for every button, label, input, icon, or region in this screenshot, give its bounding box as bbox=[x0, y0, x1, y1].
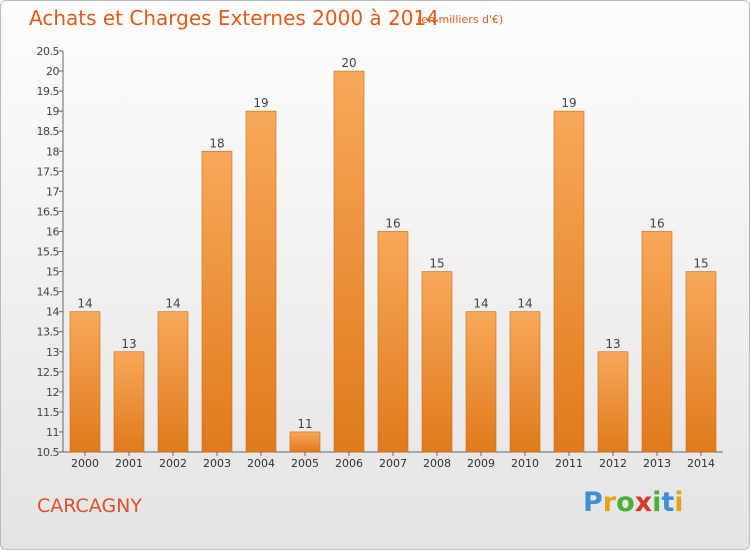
y-tick-label: 13.5 bbox=[37, 326, 60, 339]
bar-value-label: 20 bbox=[341, 56, 356, 70]
bar-value-label: 16 bbox=[649, 216, 664, 230]
bar-value-label: 16 bbox=[385, 216, 400, 230]
x-tick-label: 2003 bbox=[203, 457, 231, 470]
bar-value-label: 19 bbox=[253, 96, 268, 110]
bar bbox=[685, 271, 717, 453]
x-tick-label: 2013 bbox=[643, 457, 671, 470]
y-tick-label: 17.5 bbox=[37, 165, 60, 178]
y-tick-label: 18 bbox=[46, 145, 59, 158]
y-tick-label: 20.5 bbox=[37, 45, 60, 58]
x-tick-label: 2011 bbox=[555, 457, 583, 470]
y-tick-label: 15 bbox=[46, 266, 59, 279]
commune-name: CARCAGNY bbox=[37, 495, 142, 517]
y-tick-label: 13 bbox=[46, 346, 59, 359]
bar-value-label: 15 bbox=[693, 257, 708, 271]
y-tick-label: 12 bbox=[46, 386, 59, 399]
y-tick-label: 11 bbox=[46, 426, 59, 439]
logo-letter: i bbox=[652, 487, 662, 518]
y-tick-label: 14 bbox=[46, 306, 59, 319]
x-tick-label: 2007 bbox=[379, 457, 407, 470]
x-tick-label: 2006 bbox=[335, 457, 363, 470]
bar-value-label: 18 bbox=[209, 136, 224, 150]
bar bbox=[201, 150, 233, 453]
chart-subtitle: (en milliers d'€) bbox=[417, 13, 504, 26]
logo-letter: x bbox=[634, 487, 653, 518]
x-tick-label: 2000 bbox=[71, 457, 99, 470]
bar bbox=[245, 110, 277, 453]
bar-value-label: 11 bbox=[297, 417, 312, 431]
bar bbox=[465, 311, 497, 453]
logo-letter: P bbox=[583, 487, 603, 518]
y-tick-label: 19 bbox=[46, 105, 59, 118]
x-tick-label: 2002 bbox=[159, 457, 187, 470]
chart-title: Achats et Charges Externes 2000 à 2014 bbox=[29, 6, 439, 30]
logo-letter: o bbox=[616, 487, 635, 518]
bar bbox=[377, 231, 409, 453]
bar bbox=[69, 311, 101, 453]
y-tick-label: 17 bbox=[46, 185, 59, 198]
bar-value-label: 13 bbox=[121, 337, 136, 351]
x-tick-label: 2014 bbox=[687, 457, 715, 470]
x-tick-label: 2009 bbox=[467, 457, 495, 470]
bar-value-label: 15 bbox=[429, 257, 444, 271]
proxiti-logo[interactable]: Proxiti bbox=[583, 487, 684, 518]
x-tick-label: 2001 bbox=[115, 457, 143, 470]
bar bbox=[289, 431, 321, 453]
y-tick-label: 16 bbox=[46, 225, 59, 238]
y-tick-label: 14.5 bbox=[37, 286, 60, 299]
bar bbox=[113, 351, 145, 453]
y-tick-label: 10.5 bbox=[37, 446, 60, 459]
logo-letter: r bbox=[602, 487, 617, 518]
bar-value-label: 14 bbox=[517, 297, 532, 311]
y-tick-label: 19.5 bbox=[37, 85, 60, 98]
y-tick-label: 18.5 bbox=[37, 125, 60, 138]
bar bbox=[333, 70, 365, 453]
bar bbox=[157, 311, 189, 453]
bar bbox=[421, 271, 453, 453]
y-tick-label: 20 bbox=[46, 65, 59, 78]
x-tick-label: 2010 bbox=[511, 457, 539, 470]
x-tick-label: 2005 bbox=[291, 457, 319, 470]
bar-value-label: 13 bbox=[605, 337, 620, 351]
bar-value-label: 14 bbox=[473, 297, 488, 311]
logo-letter: i bbox=[674, 487, 684, 518]
y-tick-label: 12.5 bbox=[37, 366, 60, 379]
logo-letter: t bbox=[661, 487, 675, 518]
x-tick-label: 2008 bbox=[423, 457, 451, 470]
bar bbox=[509, 311, 541, 453]
y-tick-label: 11.5 bbox=[37, 406, 60, 419]
bar bbox=[597, 351, 629, 453]
x-tick-label: 2004 bbox=[247, 457, 275, 470]
bar-value-label: 14 bbox=[165, 297, 180, 311]
bar bbox=[553, 110, 585, 453]
bar bbox=[641, 231, 673, 453]
bar-value-label: 14 bbox=[77, 297, 92, 311]
y-tick-label: 16.5 bbox=[37, 205, 60, 218]
x-tick-label: 2012 bbox=[599, 457, 627, 470]
bar-value-label: 19 bbox=[561, 96, 576, 110]
y-tick-label: 15.5 bbox=[37, 246, 60, 259]
